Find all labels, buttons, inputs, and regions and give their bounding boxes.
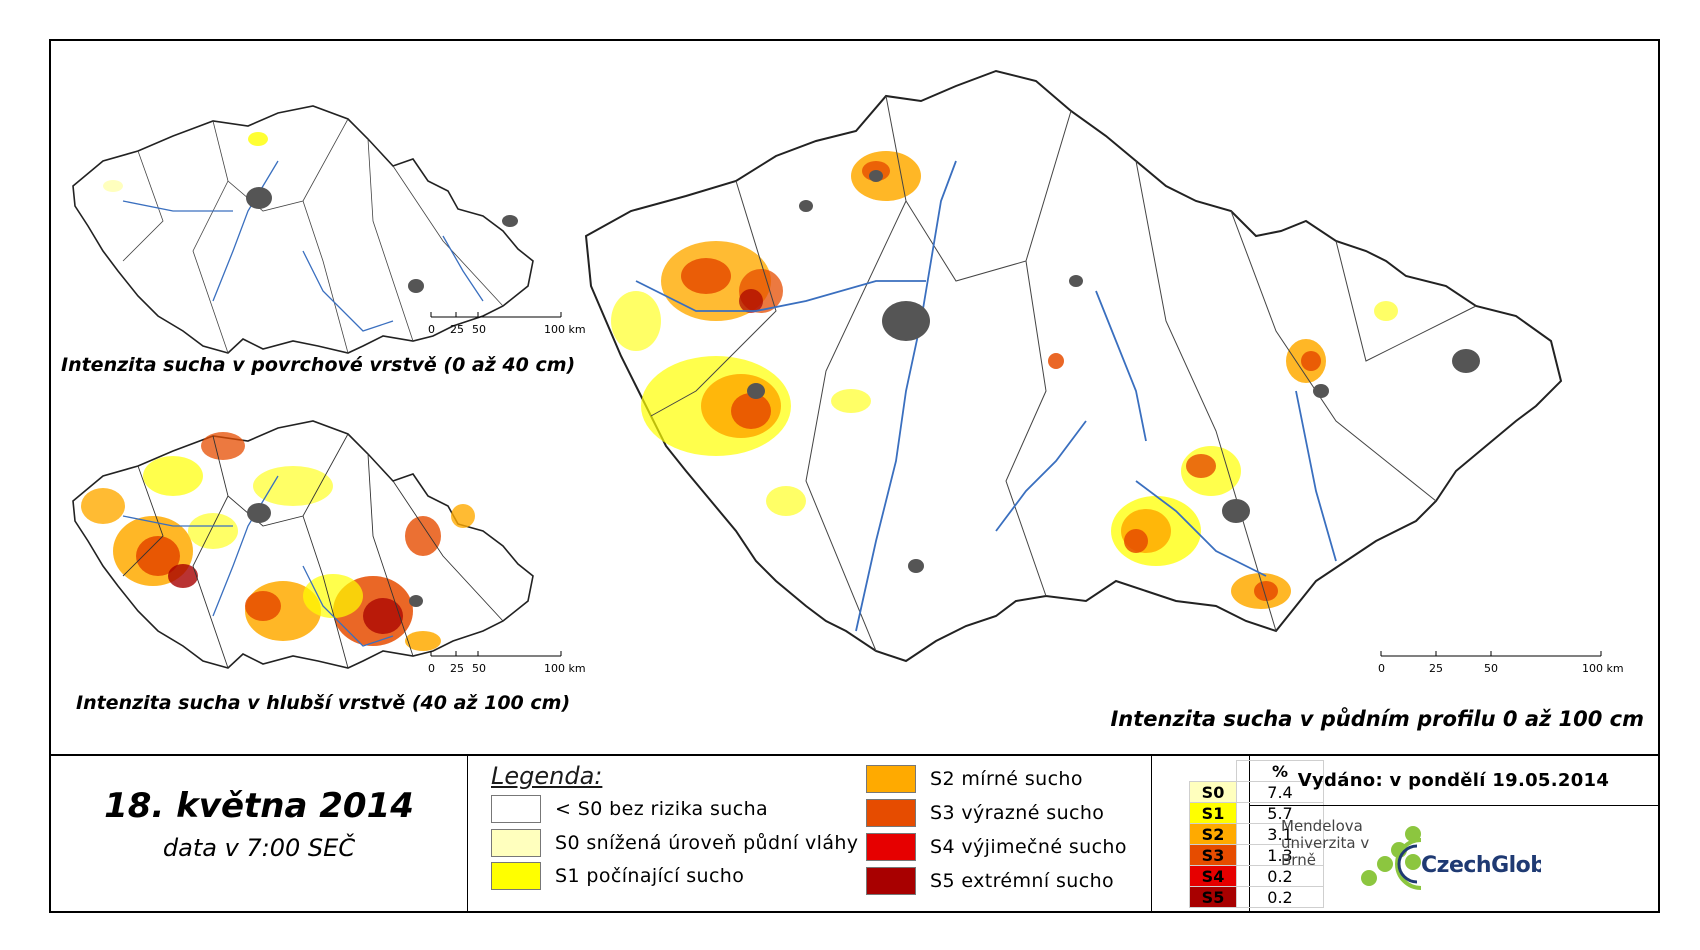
drought-areas: [81, 432, 475, 651]
drought-map-frame: 0 25 50 100 km Intenzita sucha v povrcho…: [49, 39, 1660, 913]
legend-label: S5 extrémní sucho: [930, 870, 1115, 892]
pct-value: 3.1: [1236, 823, 1324, 845]
scale-tick: 100 km: [544, 662, 586, 675]
czechglobe-logo: CzechGlobe: [1395, 838, 1541, 890]
pct-value: 0.2: [1236, 886, 1324, 908]
cities: [747, 170, 1480, 573]
legend-title: Legenda:: [491, 762, 603, 790]
city-ostrava: [1452, 349, 1480, 373]
pct-code: S2: [1189, 823, 1237, 845]
region-borders: [122, 433, 504, 669]
legend-item: < S0 bez rizika sucha: [491, 794, 768, 824]
legend-item: S2 mírné sucho: [866, 764, 1083, 794]
legend-label: S4 výjimečné sucho: [930, 836, 1127, 858]
pct-header-blank: [1190, 761, 1237, 782]
pct-code: S4: [1189, 865, 1237, 887]
table-row: S4 0.2: [1189, 865, 1324, 887]
date-main: 18. května 2014: [104, 786, 414, 826]
pct-code: S5: [1189, 886, 1237, 908]
scale-tick: 25: [450, 323, 464, 336]
map-caption-full: Intenzita sucha v půdním profilu 0 až 10…: [1110, 707, 1644, 731]
city-olomouc: [1313, 384, 1329, 398]
city-ostrava: [502, 215, 518, 227]
scale-tick: 0: [1378, 662, 1385, 675]
city-prague: [247, 503, 271, 523]
city-liberec: [869, 170, 883, 182]
legend-item: S0 snížená úroveň půdní vláhy: [491, 828, 858, 858]
footer-panel: 18. května 2014 data v 7:00 SEČ Legenda:…: [51, 754, 1658, 911]
legend-swatch: [866, 799, 916, 827]
scale-tick: 0: [428, 662, 435, 675]
legend-swatch: [866, 833, 916, 861]
rivers: [122, 475, 394, 647]
city-hradec: [1069, 275, 1083, 287]
rivers: [122, 160, 484, 332]
legend-swatch: [491, 795, 541, 823]
drought-patch: [103, 180, 123, 192]
table-row: S2 3.1: [1189, 823, 1324, 845]
pct-value: 0.2: [1236, 865, 1324, 887]
legend-swatch: [491, 862, 541, 890]
city-prague: [882, 301, 930, 341]
legend-item: S5 extrémní sucho: [866, 866, 1114, 896]
table-row: S5 0.2: [1189, 886, 1324, 908]
legend-label: S0 snížená úroveň půdní vláhy: [555, 832, 859, 854]
scale-tick: 25: [1429, 662, 1443, 675]
city-brno: [1222, 499, 1250, 523]
legend-label: < S0 bez rizika sucha: [555, 798, 769, 820]
date-sub: data v 7:00 SEČ: [162, 834, 356, 862]
legend-item: S3 výrazné sucho: [866, 798, 1104, 828]
city-plzen: [747, 383, 765, 399]
city-prague: [246, 187, 272, 209]
legend-swatch: [491, 829, 541, 857]
scale-tick: 25: [450, 662, 464, 675]
pct-header: %: [1236, 760, 1324, 782]
pct-code: S1: [1189, 802, 1237, 824]
legend-item: S4 výjimečné sucho: [866, 832, 1127, 862]
mendel-university-logo: Mendelova univerzita v Brně: [1281, 817, 1370, 869]
city-ceske-budejovice: [908, 559, 924, 573]
scalebar-3: 0 25 50 100 km: [1378, 651, 1624, 675]
scale-tick: 100 km: [1582, 662, 1624, 675]
scale-tick: 50: [472, 323, 486, 336]
rivers: [635, 160, 1337, 632]
legend-swatch: [866, 867, 916, 895]
legend-item: S1 počínající sucho: [491, 861, 744, 891]
percent-table: % S0 7.4 S1 5.7 S2 3.1 S3 1.3 S4 0.2: [1189, 760, 1324, 908]
legend-swatch: [866, 765, 916, 793]
scalebar-2: 0 25 50 100 km: [428, 651, 586, 675]
legend-label: S1 počínající sucho: [555, 865, 745, 887]
scale-tick: 100 km: [544, 323, 586, 336]
map-caption-deep: Intenzita sucha v hlubší vrstvě (40 až 1…: [76, 692, 571, 714]
scale-tick: 0: [428, 323, 435, 336]
map-caption-surface: Intenzita sucha v povrchové vrstvě (0 až…: [61, 354, 576, 376]
drought-patch: [248, 132, 268, 146]
table-row: S1 5.7: [1189, 802, 1324, 824]
region-borders: [650, 95, 1477, 652]
pct-code: S0: [1189, 781, 1237, 803]
pct-code: S3: [1189, 844, 1237, 866]
scale-tick: 50: [472, 662, 486, 675]
city-usti: [799, 200, 813, 212]
mendel-dots-icon: [1361, 826, 1421, 886]
city-brno: [408, 279, 424, 293]
issued-date: Vydáno: v pondělí 19.05.2014: [1249, 756, 1658, 806]
region-borders: [122, 118, 504, 354]
scale-tick: 50: [1484, 662, 1498, 675]
legend-label: S3 výrazné sucho: [930, 802, 1105, 824]
date-block: 18. května 2014 data v 7:00 SEČ: [51, 756, 467, 911]
map-full-profile: [584, 69, 1563, 663]
scalebar-1: 0 25 50 100 km: [428, 312, 586, 336]
czechglobe-logo-text: CzechGlobe: [1421, 853, 1541, 878]
map-area: 0 25 50 100 km Intenzita sucha v povrcho…: [51, 41, 1658, 754]
table-row: S0 7.4: [1189, 781, 1324, 803]
map-surface-layer: [72, 105, 534, 354]
pct-value: 7.4: [1236, 781, 1324, 803]
city-brno: [409, 595, 423, 607]
legend-label: S2 mírné sucho: [930, 768, 1083, 790]
map-deep-layer: [72, 420, 534, 669]
